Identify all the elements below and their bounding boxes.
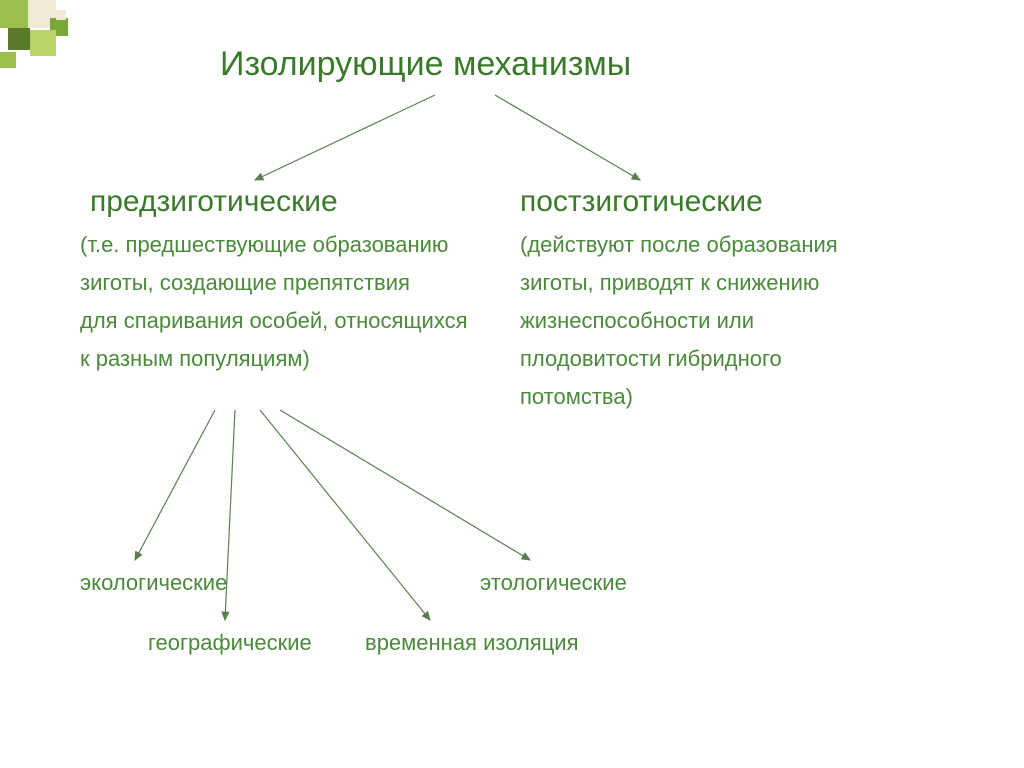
right-desc-line: зиготы, приводят к снижению <box>520 270 819 296</box>
decoration-square <box>30 30 56 56</box>
left-desc-line: для спаривания особей, относящихся <box>80 308 468 334</box>
diagram-title: Изолирующие механизмы <box>220 45 631 84</box>
sub-branch-label: географические <box>148 630 312 656</box>
arrow-line <box>255 95 435 180</box>
right-desc-line: плодовитости гибридного <box>520 346 782 372</box>
branch-left-label: предзиготические <box>90 185 338 219</box>
decoration-square <box>0 0 28 28</box>
arrow-line <box>135 410 215 560</box>
left-desc-line: к разным популяциям) <box>80 346 310 372</box>
left-desc-line: (т.е. предшествующие образованию <box>80 232 448 258</box>
right-desc-line: потомства) <box>520 384 633 410</box>
arrow-line <box>280 410 530 560</box>
arrow-line <box>260 410 430 620</box>
decoration-square <box>8 28 30 50</box>
right-desc-line: (действуют после образования <box>520 232 838 258</box>
decoration-square <box>56 10 66 20</box>
arrow-line <box>495 95 640 180</box>
decoration-square <box>0 52 16 68</box>
right-desc-line: жизнеспособности или <box>520 308 754 334</box>
sub-branch-label: этологические <box>480 570 627 596</box>
left-desc-line: зиготы, создающие препятствия <box>80 270 410 296</box>
branch-right-label: постзиготические <box>520 185 763 219</box>
sub-branch-label: временная изоляция <box>365 630 579 656</box>
corner-decoration <box>0 0 120 90</box>
sub-branch-label: экологические <box>80 570 227 596</box>
